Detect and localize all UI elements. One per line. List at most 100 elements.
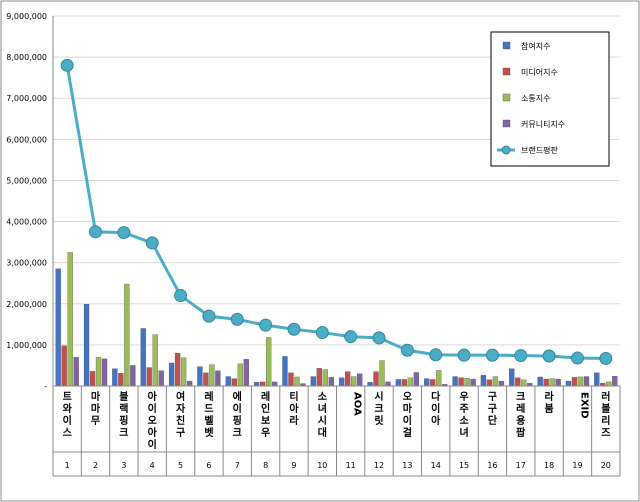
line-point xyxy=(315,326,329,340)
bar xyxy=(537,376,543,387)
bar xyxy=(521,379,527,387)
x-rank-label: 19 xyxy=(572,461,582,470)
bar xyxy=(310,376,316,387)
bar xyxy=(146,367,152,387)
bar xyxy=(436,370,442,387)
bar xyxy=(486,379,493,387)
legend-swatch xyxy=(502,67,511,76)
line-point xyxy=(145,236,159,250)
y-axis: - 1,000,000 2,000,000 3,000,000 4,000,000 5,0… xyxy=(6,12,54,391)
bar xyxy=(294,376,300,387)
x-rank-label: 9 xyxy=(291,461,296,470)
bar xyxy=(413,372,420,387)
y-tick-label: - xyxy=(44,382,47,391)
line-point xyxy=(60,58,74,72)
line-point xyxy=(344,330,358,344)
bar xyxy=(180,357,187,387)
bar xyxy=(243,359,249,387)
x-category-label: AOA xyxy=(352,392,363,416)
line-point xyxy=(259,318,273,332)
bar xyxy=(237,363,243,387)
bar xyxy=(339,377,345,387)
bar xyxy=(158,370,164,387)
bar xyxy=(515,377,521,387)
bar xyxy=(231,378,237,387)
bar xyxy=(186,380,193,387)
bar xyxy=(452,376,458,387)
legend-label: 소통지수 xyxy=(521,94,550,103)
x-rank-label: 13 xyxy=(402,461,412,470)
legend-marker xyxy=(501,145,511,155)
bar xyxy=(555,378,561,387)
bar xyxy=(583,376,590,387)
legend-label: 브랜드평판 xyxy=(521,145,558,155)
bar xyxy=(549,378,555,387)
bar xyxy=(594,372,600,387)
x-rank-label: 11 xyxy=(346,461,356,470)
x-category-label: EXID xyxy=(578,392,589,419)
x-rank-label: 12 xyxy=(374,461,384,470)
legend-swatch xyxy=(502,119,511,128)
bar xyxy=(55,268,61,387)
bar xyxy=(209,364,215,387)
bar xyxy=(89,371,96,387)
bar xyxy=(351,376,357,387)
line-point xyxy=(89,225,103,239)
line-point xyxy=(372,331,386,345)
bar xyxy=(606,381,612,387)
bar xyxy=(124,283,130,387)
y-tick-label: 5,000,000 xyxy=(6,176,47,185)
y-tick-label: 8,000,000 xyxy=(6,53,47,62)
x-rank-label: 6 xyxy=(206,461,211,470)
x-rank-label: 8 xyxy=(263,461,268,470)
bar xyxy=(345,371,351,387)
line-point xyxy=(599,351,613,365)
bar xyxy=(203,372,209,387)
x-rank-label: 18 xyxy=(544,461,554,470)
bar xyxy=(174,352,181,387)
bar xyxy=(577,376,584,387)
line-point xyxy=(570,351,584,365)
y-tick-label: 7,000,000 xyxy=(6,94,47,103)
line-point xyxy=(457,348,471,362)
bar xyxy=(612,375,618,387)
x-rank-label: 3 xyxy=(121,461,126,470)
legend-label: 커뮤니티지수 xyxy=(521,119,565,129)
x-axis: 트 와 이 스 1 마 마 무 2 블 랙 핑 크 3 아 이 오 아 이 4 여 자 친 구 5 레 드 벨 벳 6 에 이 핑 크 7 레 인 보 우 8… xyxy=(52,385,621,477)
x-rank-label: 15 xyxy=(459,461,469,470)
x-rank-label: 7 xyxy=(235,461,240,470)
bar xyxy=(571,377,578,387)
legend-label: 미디어지수 xyxy=(521,67,558,77)
line-point xyxy=(287,322,301,336)
bar xyxy=(498,380,505,387)
bar xyxy=(168,362,175,387)
x-rank-label: 2 xyxy=(93,461,98,470)
legend-label: 참여지수 xyxy=(521,41,550,51)
bar xyxy=(328,377,334,387)
x-rank-label: 20 xyxy=(601,461,611,470)
bar xyxy=(385,381,391,387)
line-point xyxy=(174,289,188,303)
line-point xyxy=(485,348,499,362)
bar xyxy=(543,378,549,387)
bar xyxy=(401,379,408,387)
x-rank-label: 17 xyxy=(516,461,526,470)
bar xyxy=(357,373,363,387)
legend-swatch xyxy=(502,41,511,50)
x-rank-label: 16 xyxy=(487,461,497,470)
bar xyxy=(271,381,278,387)
